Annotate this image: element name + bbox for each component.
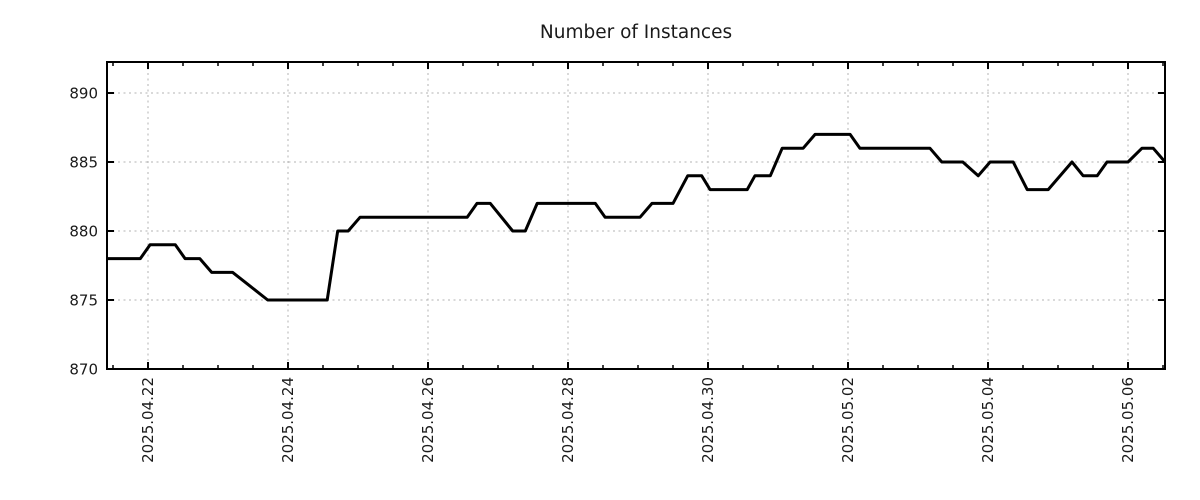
y-tick-label: 880 [69,223,98,241]
x-tick-label: 2025.04.30 [699,377,717,463]
x-tick-label: 2025.05.02 [839,377,857,463]
plot-area: 2025.04.22 2025.04.24 2025.04.26 2025.04.28… [69,61,1167,463]
x-tick-label: 2025.04.26 [419,377,437,463]
x-tick-label: 2025.05.04 [979,377,997,463]
x-tick-label: 2025.05.06 [1119,377,1137,463]
y-tick-label: 890 [69,85,98,103]
data-line [106,132,1167,302]
x-tick-label: 2025.04.28 [559,377,577,463]
plot-border [106,61,1166,370]
x-tick-label: 2025.04.24 [279,377,297,463]
chart-title: Number of Instances [540,22,732,43]
y-tick-label: 875 [69,292,98,310]
x-tick-label: 2025.04.22 [139,377,157,463]
y-tick-label: 870 [69,361,98,379]
y-tick-label: 885 [69,154,98,172]
